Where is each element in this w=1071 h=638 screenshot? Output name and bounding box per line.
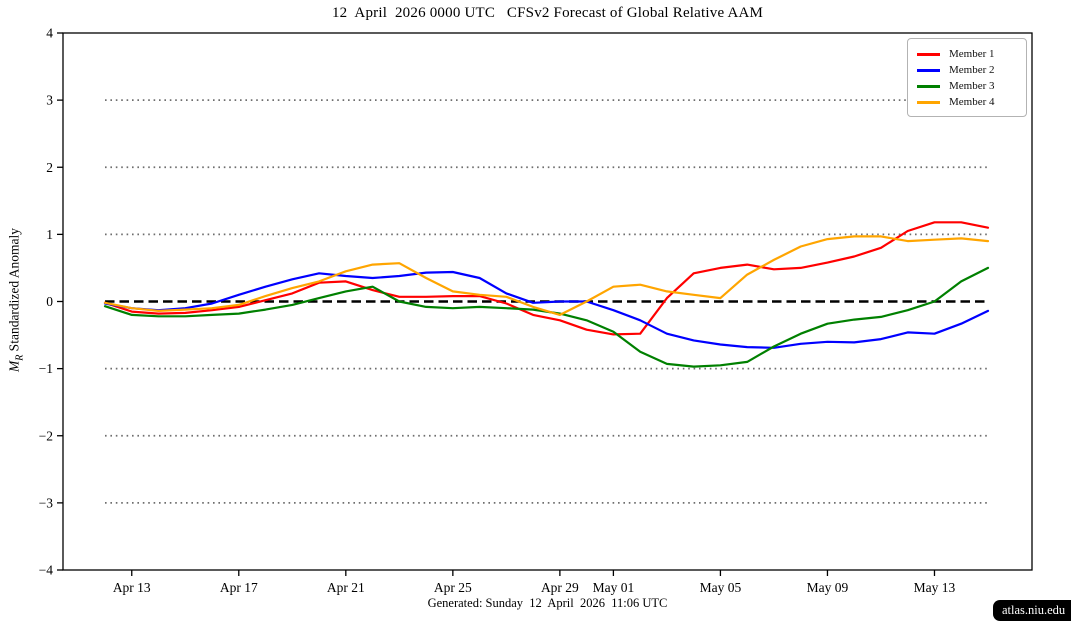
y-tick-label: −4 [39,563,54,578]
y-tick-label: −3 [39,495,54,510]
y-axis-label: MR Standardized Anomaly [7,228,26,372]
legend-label: Member 1 [949,48,995,60]
series-line-member-1 [103,221,990,336]
atlas-niu-badge: atlas.niu.edu [993,600,1071,621]
y-axis-label-text: Standardized Anomaly [6,227,22,355]
legend-label: Member 4 [949,96,995,108]
y-tick-label: −2 [39,428,53,443]
series-line-member-2 [103,270,990,349]
legend-item-member-4: Member 4 [917,94,1020,110]
y-tick-label: 4 [46,26,53,41]
x-tick-label: Apr 21 [327,580,365,595]
legend: Member 1 Member 2 Member 3 Member 4 [907,38,1027,117]
y-axis-label-variable: M [6,360,22,373]
legend-item-member-2: Member 2 [917,62,1020,78]
x-tick-label: Apr 29 [541,580,579,595]
y-tick-label: −1 [39,361,53,376]
legend-item-member-3: Member 3 [917,78,1020,94]
x-tick-label: Apr 13 [113,580,151,595]
legend-line-swatch [917,100,940,104]
x-tick-label: Apr 25 [434,580,472,595]
legend-item-member-1: Member 1 [917,46,1020,62]
legend-line-swatch [917,68,940,72]
x-tick-label: May 05 [700,580,742,595]
y-tick-label: 2 [46,160,53,175]
legend-line-swatch [917,52,940,56]
chart-title: 12 April 2026 0000 UTC CFSv2 Forecast of… [331,5,764,21]
y-tick-label: 1 [46,227,53,242]
legend-label: Member 2 [949,64,995,76]
y-tick-label: 0 [46,294,53,309]
x-tick-label: Apr 17 [220,580,258,595]
legend-label: Member 3 [949,80,995,92]
generated-timestamp: Generated: Sunday 12 April 2026 11:06 UT… [427,596,668,610]
x-tick-label: May 13 [914,580,956,595]
y-axis-label-subscript: R [14,354,26,361]
legend-line-swatch [917,84,940,88]
x-tick-label: May 09 [807,580,849,595]
x-tick-label: May 01 [593,580,635,595]
y-tick-label: 3 [46,93,53,108]
series-line-member-4 [103,235,990,316]
